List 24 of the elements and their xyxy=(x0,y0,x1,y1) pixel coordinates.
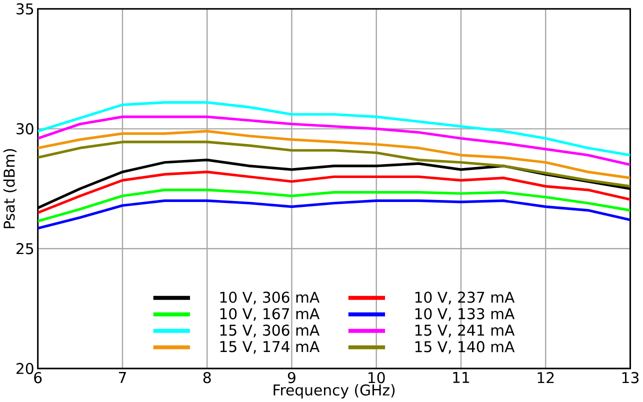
x-tick-label: 6 xyxy=(34,372,42,384)
x-tick-label: 8 xyxy=(203,372,211,384)
y-tick-label: 35 xyxy=(16,3,34,15)
x-tick-label: 9 xyxy=(288,372,296,384)
x-axis-title: Frequency (GHz) xyxy=(274,384,395,399)
legend-label: 10 V, 167 mA xyxy=(220,308,320,321)
line-series xyxy=(38,130,630,180)
x-tick-label: 10 xyxy=(368,372,385,384)
y-axis-title: Psat (dBm) xyxy=(3,149,17,228)
legend-label: 10 V, 237 mA xyxy=(415,292,515,304)
legend-label: 15 V, 306 mA xyxy=(220,324,320,338)
x-tick-label: 13 xyxy=(622,372,638,384)
x-tick-label: 7 xyxy=(118,372,126,383)
x-tick-label: 11 xyxy=(453,372,470,383)
legend-label: 15 V, 174 mA xyxy=(220,341,320,354)
legend-label: 10 V, 133 mA xyxy=(415,308,515,321)
y-tick-label: 20 xyxy=(16,363,34,374)
x-tick-label: 12 xyxy=(538,372,554,384)
y-tick-label: 25 xyxy=(16,243,34,254)
legend-label: 15 V, 241 mA xyxy=(415,324,515,338)
line-series xyxy=(38,200,630,230)
legend-label: 15 V, 140 mA xyxy=(415,341,515,354)
legend-label: 10 V, 306 mA xyxy=(220,292,320,304)
y-tick-label: 30 xyxy=(16,123,34,135)
